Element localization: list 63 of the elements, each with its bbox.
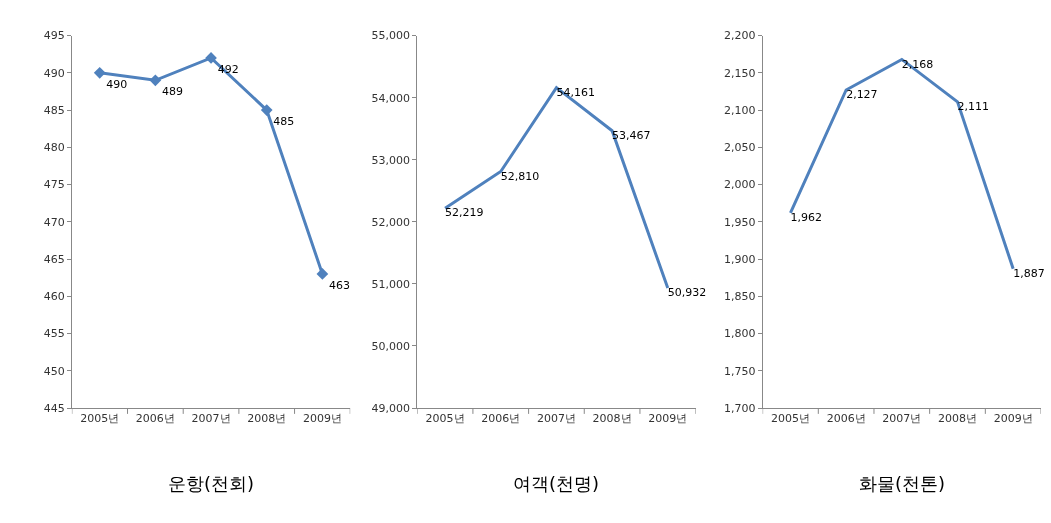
y-tick-label: 1,800 — [723, 327, 756, 341]
data-label: 52,219 — [445, 206, 484, 220]
y-tick-label: 2,200 — [723, 29, 756, 43]
y-tick-label: 52,000 — [371, 215, 411, 229]
x-tick-label: 2006년 — [135, 412, 175, 426]
y-tick-label: 1,900 — [723, 252, 756, 266]
x-tick-label: 2009년 — [993, 412, 1033, 426]
y-tick-label: 2,100 — [723, 103, 756, 117]
point — [93, 66, 106, 79]
y-tick-label: 480 — [43, 141, 65, 155]
y-tick-label: 470 — [43, 215, 65, 229]
x-tick-label: 2007년 — [882, 412, 922, 426]
y-tick-label: 1,950 — [723, 215, 756, 229]
y-tick-label: 465 — [43, 252, 65, 266]
data-label: 52,810 — [500, 169, 540, 183]
point — [316, 268, 329, 280]
y-tick-label: 1,850 — [723, 290, 756, 304]
x-tick-label: 2008년 — [247, 412, 287, 426]
y-tick-label: 475 — [43, 178, 65, 192]
x-tick-label: 2007년 — [191, 412, 231, 426]
y-tick-label: 50,000 — [371, 339, 411, 353]
y-tick-label: 2,150 — [723, 66, 756, 80]
y-tick-label: 49,000 — [371, 401, 411, 415]
y-tick-label: 53,000 — [371, 153, 411, 167]
y-tick-label: 485 — [43, 103, 65, 117]
data-label: 50,932 — [667, 286, 707, 300]
x-tick-label: 2007년 — [536, 412, 576, 426]
point — [260, 104, 273, 116]
x-tick-label: 2005년 — [425, 412, 465, 426]
data-label: 485 — [273, 114, 295, 128]
y-tick-label: 54,000 — [371, 91, 411, 105]
data-label: 2,127 — [846, 88, 878, 102]
y-tick-label: 1,750 — [723, 364, 756, 378]
x-tick-label: 2006년 — [481, 412, 521, 426]
line-series — [443, 86, 670, 290]
line-series — [788, 57, 1015, 271]
y-tick-label: 2,000 — [723, 178, 756, 192]
x-tick-label: 2009년 — [648, 412, 688, 426]
y-tick-label: 495 — [43, 29, 65, 43]
data-label: 463 — [329, 278, 351, 292]
x-tick-label: 2008년 — [592, 412, 632, 426]
x-tick-label: 2005년 — [80, 412, 120, 426]
y-tick-label: 450 — [43, 364, 65, 378]
y-tick-label: 490 — [43, 66, 65, 80]
data-label: 1,887 — [1013, 266, 1045, 280]
data-label: 490 — [106, 77, 128, 91]
data-label: 1,962 — [790, 211, 822, 225]
y-tick-label: 445 — [43, 401, 65, 415]
y-tick-label: 460 — [43, 290, 65, 304]
x-tick-label: 2005년 — [770, 412, 810, 426]
data-label: 489 — [161, 85, 183, 99]
text: 여객(천명) — [513, 473, 600, 494]
x-tick-label: 2008년 — [937, 412, 977, 426]
y-tick-label: 2,050 — [723, 141, 756, 155]
point — [149, 74, 162, 87]
y-tick-label: 51,000 — [371, 277, 411, 291]
x-tick-label: 2009년 — [302, 412, 342, 426]
text: 화물(천톤) — [859, 473, 946, 494]
y-tick-label: 55,000 — [371, 29, 411, 43]
x-tick-label: 2006년 — [826, 412, 866, 426]
y-tick-label: 455 — [43, 327, 65, 341]
y-tick-label: 1,700 — [723, 401, 756, 415]
text: 운항(천회) — [168, 473, 255, 494]
